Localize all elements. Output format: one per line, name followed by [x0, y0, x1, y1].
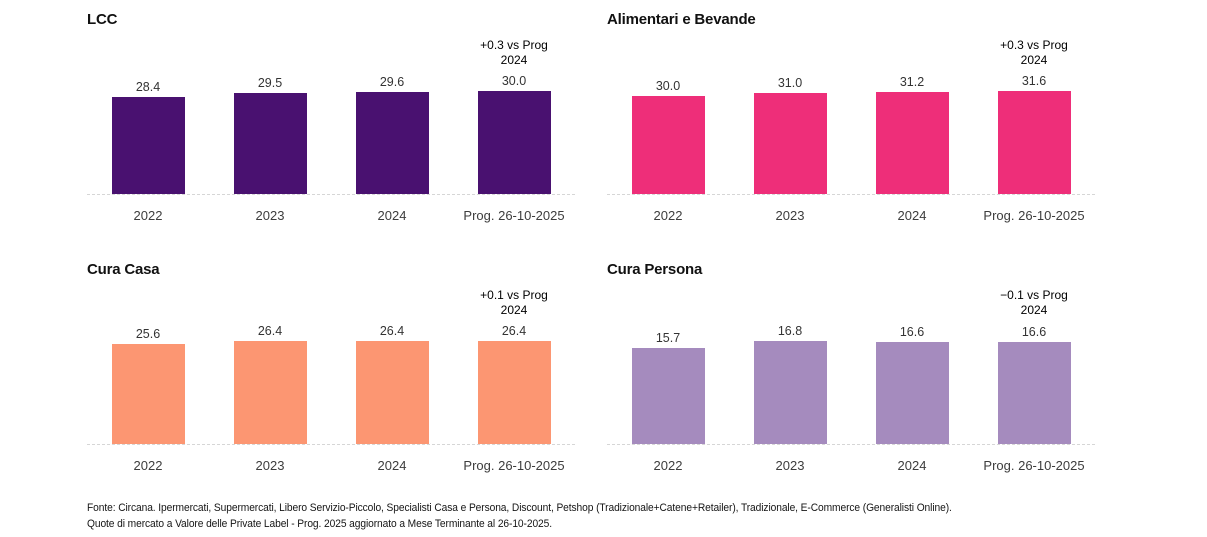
bar-group: 16.6	[851, 325, 973, 444]
bar	[753, 93, 827, 194]
bar-value-label: 29.5	[257, 75, 283, 90]
source-footnote: Fonte: Circana. Ipermercati, Supermercat…	[87, 501, 1119, 532]
x-axis-labels: 2022 2023 2024 Prog. 26-10-2025	[607, 200, 1095, 223]
bar-value-label: 31.6	[1021, 74, 1047, 88]
bar	[477, 91, 551, 194]
bar-value-label: 30.0	[655, 79, 681, 94]
bar-group: 15.7	[607, 331, 729, 444]
x-axis-tick-label: 2022	[133, 208, 163, 223]
x-axis-tick-label: 2024	[897, 458, 927, 473]
delta-annotation-line2: 2024	[500, 303, 528, 317]
bar	[753, 341, 827, 444]
bar-group: 31.2	[851, 75, 973, 194]
x-axis-tick-label: 2022	[133, 458, 163, 473]
x-axis-labels: 2022 2023 2024 Prog. 26-10-2025	[607, 450, 1095, 473]
plot-area: 30.0 31.0 31.2 31.6	[607, 74, 1095, 195]
chart-alimentari-e-bevande: Alimentari e Bevande +0.3 vs Prog 2024 3…	[607, 8, 1095, 223]
delta-annotation-line1: −0.1 vs Prog	[1000, 288, 1068, 302]
chart-title: LCC	[87, 11, 118, 28]
delta-annotation-line1: +0.3 vs Prog	[1000, 38, 1068, 52]
bar-group: 30.0	[607, 79, 729, 194]
bar-value-label: 15.7	[655, 330, 681, 345]
bar-group: 31.0	[729, 76, 851, 194]
bar-value-label: 25.6	[135, 327, 161, 342]
bar-group: 30.0	[453, 74, 575, 194]
bar-group: 26.4	[453, 324, 575, 444]
chart-cura-casa: Cura Casa +0.1 vs Prog 2024 25.6 26.4 26.4…	[87, 258, 575, 473]
bar-group: 31.6	[973, 74, 1095, 194]
chart-lcc: LCC +0.3 vs Prog 2024 28.4 29.5 29.6 30.0 2…	[87, 8, 575, 223]
chart-title: Cura Casa	[87, 261, 160, 278]
delta-annotation: +0.3 vs Prog 2024	[453, 38, 575, 68]
bar-value-label: 26.4	[501, 324, 527, 338]
bar-group: 28.4	[87, 79, 209, 194]
bar-group: 25.6	[87, 327, 209, 444]
bar-value-label: 29.6	[379, 75, 405, 90]
bar	[233, 92, 307, 194]
x-axis-tick-label: 2023	[775, 208, 805, 223]
x-axis-tick-label: Prog. 26-10-2025	[983, 208, 1085, 223]
bar	[355, 341, 429, 444]
bar-value-label: 16.6	[899, 325, 925, 340]
bar-value-label: 26.4	[379, 324, 405, 338]
bar	[875, 342, 949, 444]
chart-title: Alimentari e Bevande	[607, 11, 756, 28]
bar-value-label: 28.4	[135, 79, 161, 94]
delta-annotation: +0.1 vs Prog 2024	[453, 288, 575, 318]
plot-area: 15.7 16.8 16.6 16.6	[607, 324, 1095, 445]
bar	[111, 344, 185, 444]
bar	[631, 96, 705, 194]
delta-annotation-line2: 2024	[1020, 53, 1048, 67]
bar-group: 26.4	[209, 324, 331, 444]
x-axis-labels: 2022 2023 2024 Prog. 26-10-2025	[87, 450, 575, 473]
delta-annotation-line2: 2024	[1020, 303, 1048, 317]
plot-area: 25.6 26.4 26.4 26.4	[87, 324, 575, 445]
x-axis-tick-label: Prog. 26-10-2025	[983, 458, 1085, 473]
x-axis-tick-label: Prog. 26-10-2025	[463, 208, 565, 223]
bar	[997, 91, 1071, 194]
bar-group: 16.6	[973, 325, 1095, 444]
bar	[233, 341, 307, 444]
x-axis-tick-label: 2024	[377, 208, 407, 223]
x-axis-tick-label: 2022	[653, 458, 683, 473]
delta-annotation-line1: +0.1 vs Prog	[480, 288, 548, 302]
bar	[111, 96, 185, 194]
delta-annotation: −0.1 vs Prog 2024	[973, 288, 1095, 318]
source-footnote-line2: Quote di mercato a Valore delle Private …	[87, 517, 552, 530]
bar-group: 29.6	[331, 75, 453, 194]
bar-group: 26.4	[331, 324, 453, 444]
plot-area: 28.4 29.5 29.6 30.0	[87, 74, 575, 195]
bar-value-label: 16.8	[777, 324, 803, 338]
delta-annotation: +0.3 vs Prog 2024	[973, 38, 1095, 68]
x-axis-tick-label: 2023	[255, 208, 285, 223]
bar	[477, 341, 551, 444]
bar-value-label: 30.0	[501, 74, 527, 88]
bar-value-label: 16.6	[1021, 325, 1047, 340]
bar	[875, 92, 949, 194]
bar-group: 16.8	[729, 324, 851, 444]
bar	[997, 342, 1071, 444]
source-footnote-line1: Fonte: Circana. Ipermercati, Supermercat…	[87, 502, 952, 514]
x-axis-tick-label: 2024	[897, 208, 927, 223]
bar-group: 29.5	[209, 76, 331, 194]
x-axis-tick-label: 2024	[377, 458, 407, 473]
x-axis-tick-label: Prog. 26-10-2025	[463, 458, 565, 473]
x-axis-tick-label: 2023	[775, 458, 805, 473]
x-axis-labels: 2022 2023 2024 Prog. 26-10-2025	[87, 200, 575, 223]
chart-cura-persona: Cura Persona −0.1 vs Prog 2024 15.7 16.8 1…	[607, 258, 1095, 473]
bar-value-label: 31.0	[777, 76, 803, 90]
bar	[631, 347, 705, 444]
bar-value-label: 31.2	[899, 75, 925, 90]
bar-value-label: 26.4	[257, 324, 283, 338]
x-axis-tick-label: 2022	[653, 208, 683, 223]
delta-annotation-line1: +0.3 vs Prog	[480, 38, 548, 52]
bar	[355, 92, 429, 194]
x-axis-tick-label: 2023	[255, 458, 285, 473]
chart-title: Cura Persona	[607, 261, 703, 278]
delta-annotation-line2: 2024	[500, 53, 528, 67]
